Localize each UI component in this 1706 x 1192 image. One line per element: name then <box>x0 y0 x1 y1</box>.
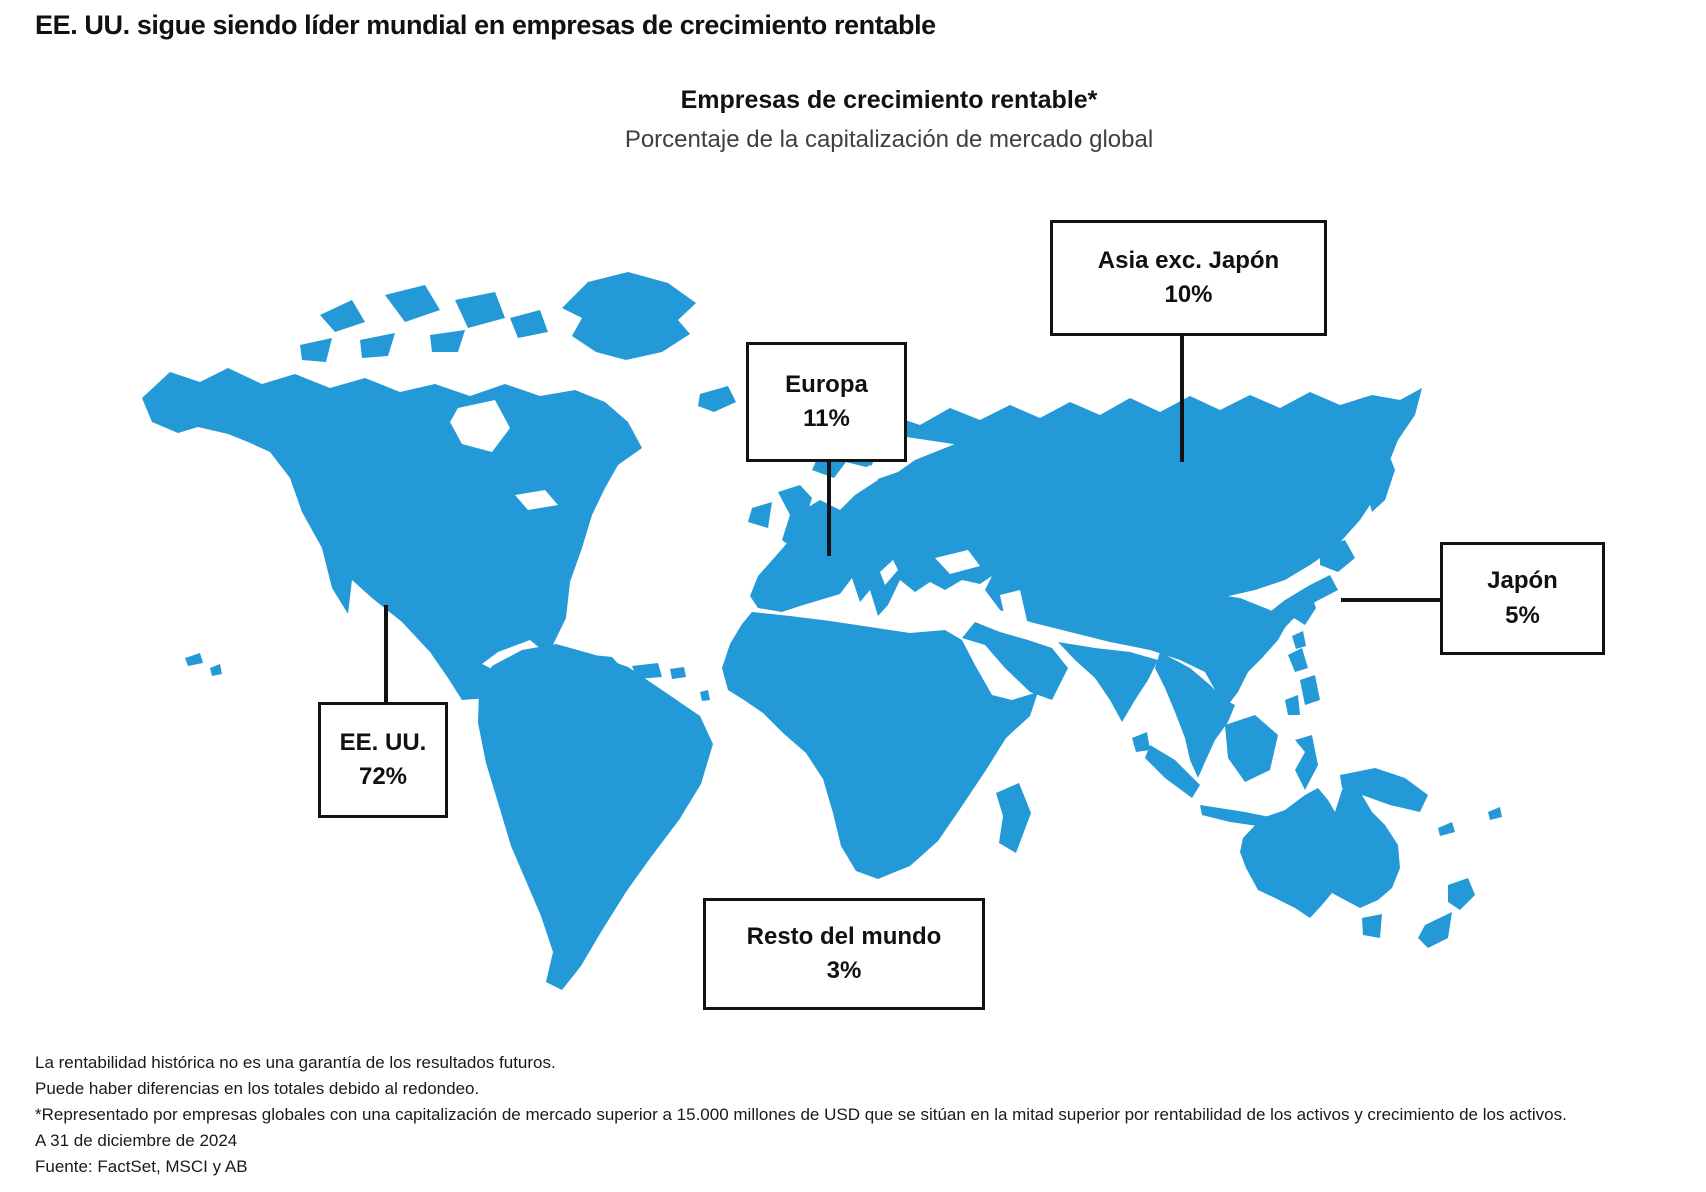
footnote-source: Fuente: FactSet, MSCI y AB <box>35 1157 248 1176</box>
page-title: EE. UU. sigue siendo líder mundial en em… <box>35 10 936 40</box>
greenland-shape <box>562 272 696 360</box>
chart-title: Empresas de crecimiento rentable* <box>680 86 1098 114</box>
south-america-shape <box>478 644 713 990</box>
footnote-rounding: Puede haber diferencias en los totales d… <box>35 1079 480 1098</box>
asia-callout-line <box>1180 334 1184 462</box>
callout-japon-label: Japón <box>1487 567 1558 595</box>
callout-ee-uu: EE. UU. 72% <box>318 702 448 818</box>
callout-europa-value: 11% <box>803 405 850 432</box>
footnotes: La rentabilidad histórica no es una gara… <box>35 1050 1678 1180</box>
callout-eeuu-label: EE. UU. <box>339 728 427 756</box>
japon-callout-line <box>1341 598 1442 602</box>
callout-resto-label: Resto del mundo <box>746 922 942 950</box>
africa-shape <box>722 612 1038 879</box>
eeuu-callout-line <box>384 605 388 704</box>
callout-resto-del-mundo: Resto del mundo 3% <box>703 898 985 1010</box>
footnote-disclaimer: La rentabilidad histórica no es una gara… <box>35 1053 556 1072</box>
iceland-shape <box>698 386 736 412</box>
callout-eeuu-value: 72% <box>358 763 408 790</box>
callout-japon-value: 5% <box>1505 601 1540 629</box>
footnote-as-of-date: A 31 de diciembre de 2024 <box>35 1131 238 1150</box>
north-america-shape <box>142 285 642 700</box>
callout-asia-label: Asia exc. Japón <box>1097 246 1280 274</box>
chart-subtitle: Porcentaje de la capitalización de merca… <box>624 126 1154 153</box>
australia-shape <box>1240 778 1502 948</box>
southeast-asia-islands-shape <box>1145 648 1428 828</box>
callout-europa: Europa 11% <box>746 342 907 462</box>
asia-shape <box>860 388 1422 778</box>
callout-asia-exc-japon: Asia exc. Japón 10% <box>1050 220 1327 336</box>
japan-shape <box>1245 540 1355 655</box>
europa-callout-line <box>827 460 831 556</box>
hawaii-shape <box>185 653 222 676</box>
footnote-methodology: *Representado por empresas globales con … <box>35 1105 1567 1124</box>
callout-japon: Japón 5% <box>1440 542 1605 655</box>
callout-europa-label: Europa <box>785 370 868 398</box>
callout-asia-value: 10% <box>1164 281 1213 308</box>
callout-resto-value: 3% <box>826 957 862 984</box>
